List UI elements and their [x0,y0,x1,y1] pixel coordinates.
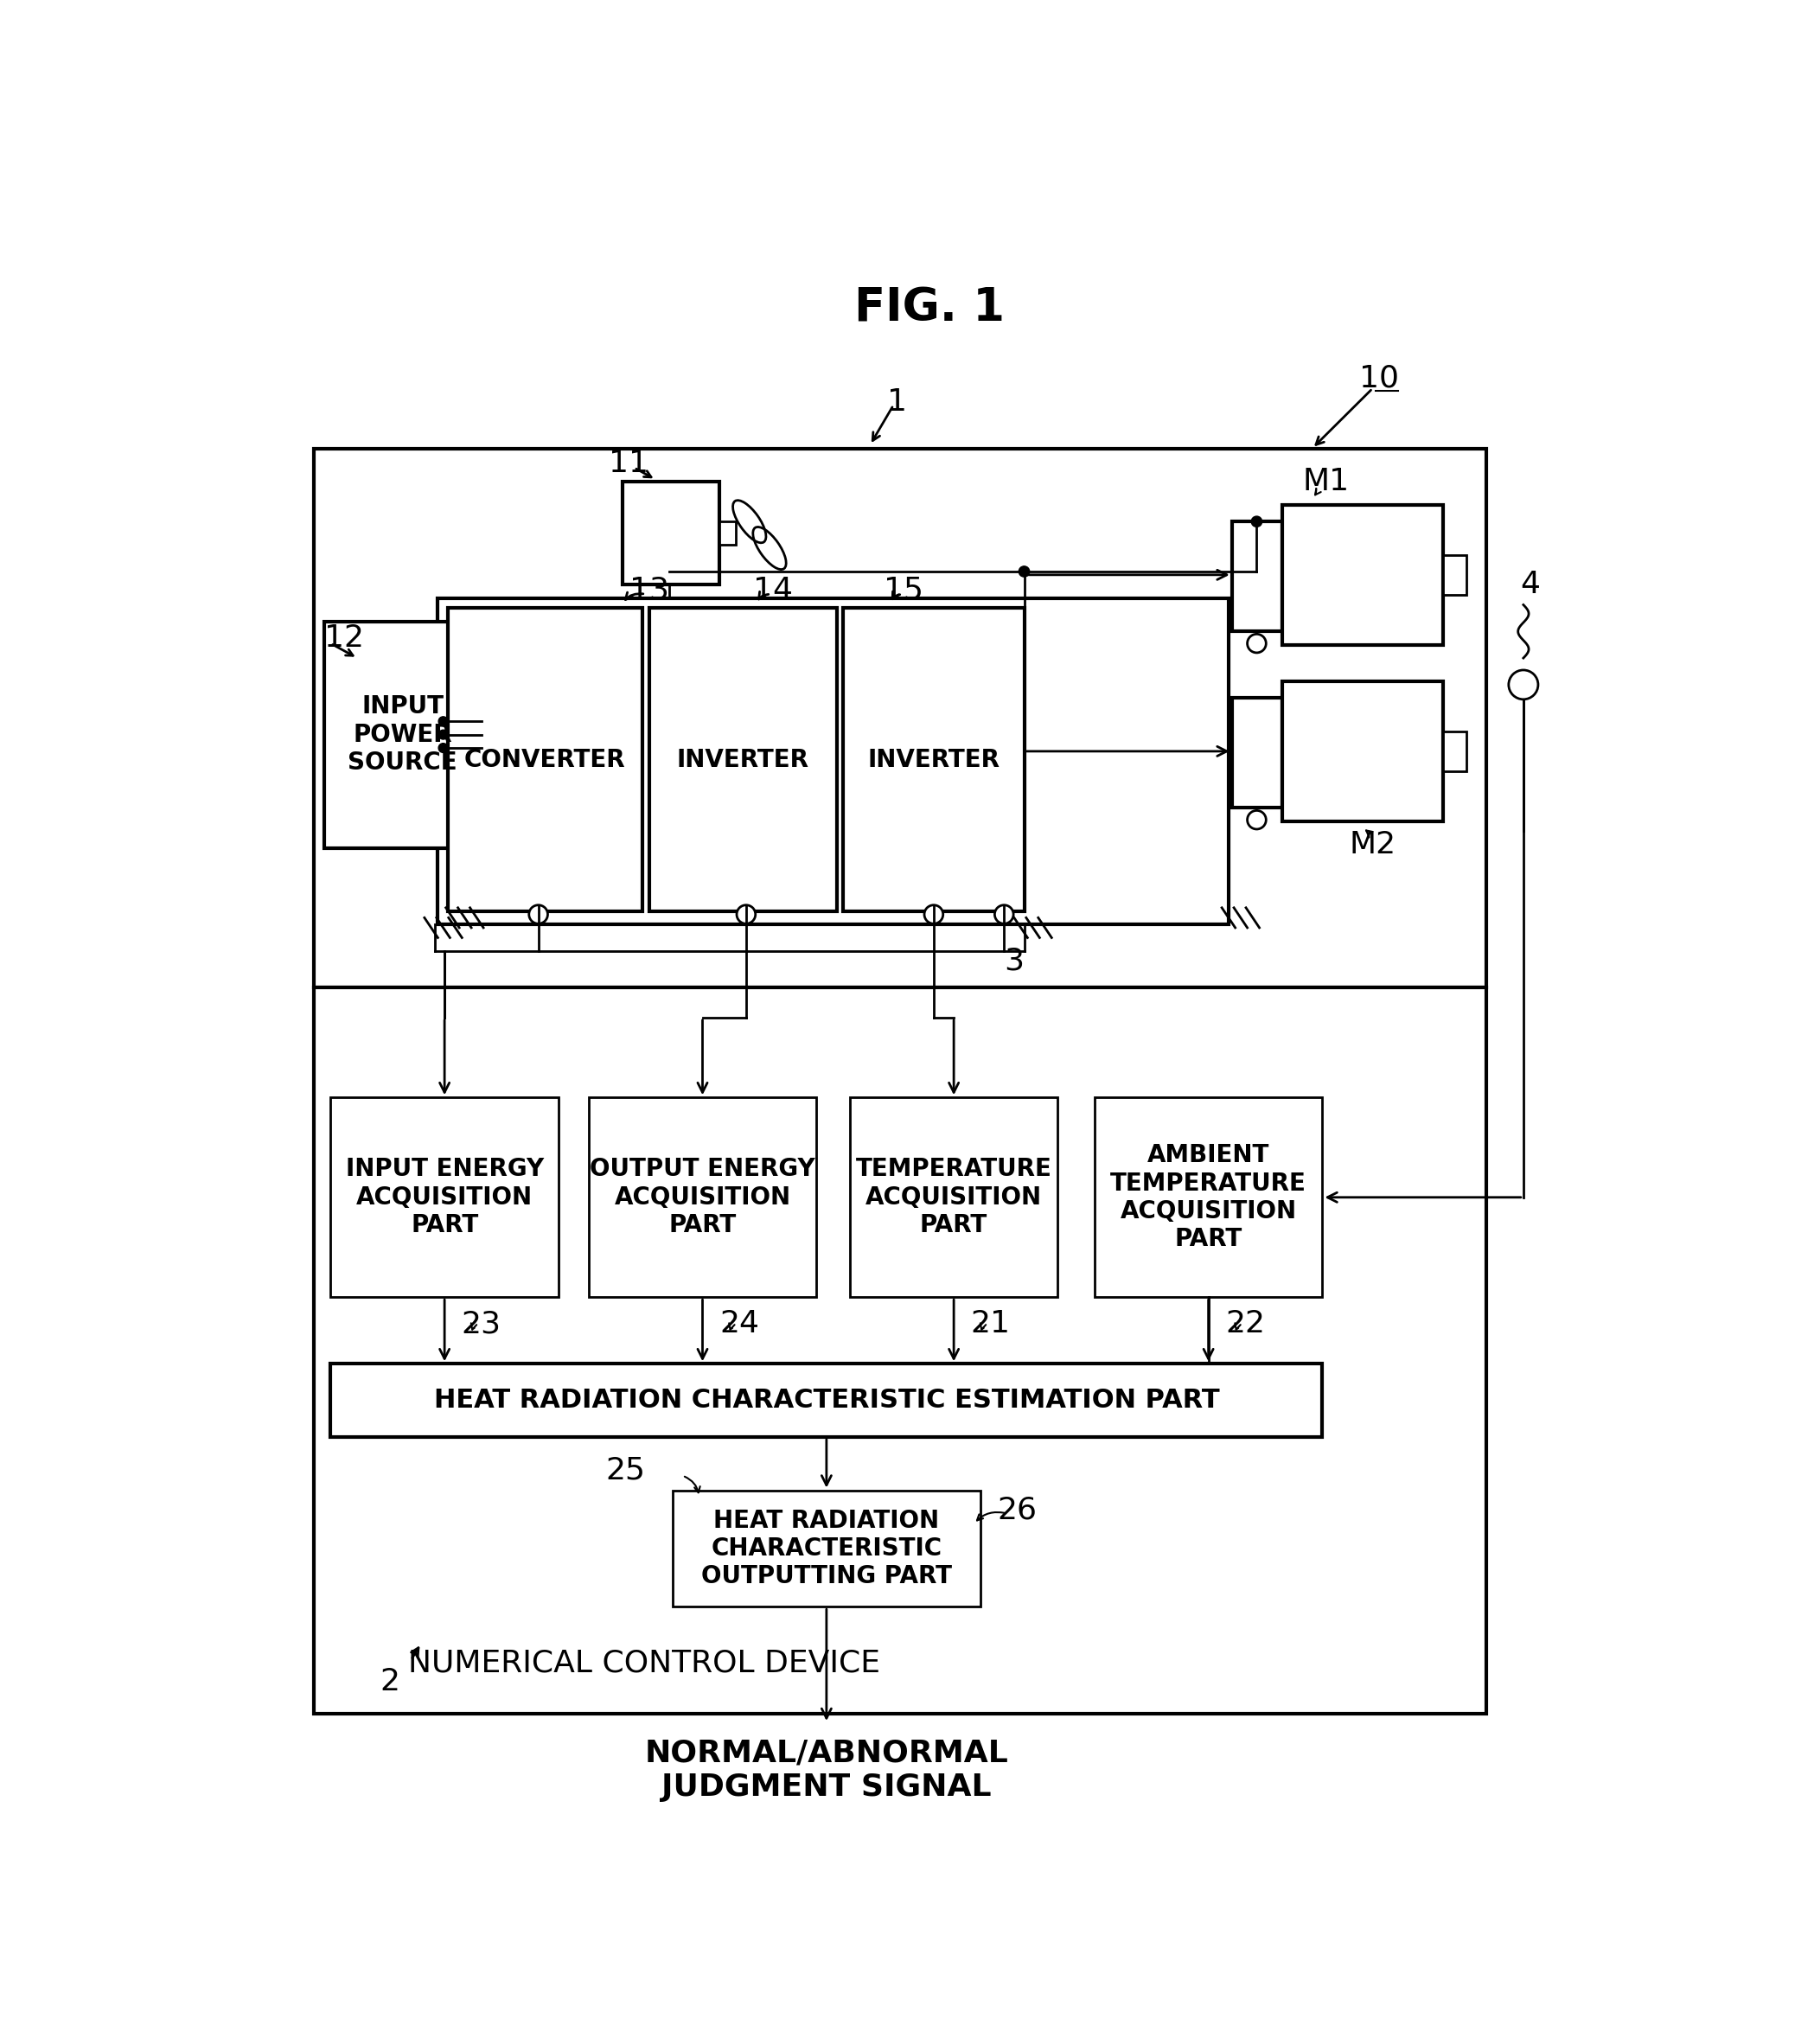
Text: CONVERTER: CONVERTER [464,748,626,773]
Circle shape [1248,811,1266,830]
Bar [325,621,481,848]
Bar [851,1098,1058,1298]
Text: HEAT RADIATION CHARACTERISTIC ESTIMATION PART: HEAT RADIATION CHARACTERISTIC ESTIMATION… [434,1388,1219,1412]
Circle shape [1509,670,1538,699]
Text: NUMERICAL CONTROL DEVICE: NUMERICAL CONTROL DEVICE [408,1650,880,1678]
Bar [720,521,736,546]
Text: 2: 2 [379,1668,399,1697]
Text: 21: 21 [970,1308,1010,1339]
Bar [1282,505,1442,644]
Text: INVERTER: INVERTER [867,748,1000,773]
Text: 1: 1 [887,386,907,417]
Text: INVERTER: INVERTER [677,748,809,773]
Bar [1232,697,1282,807]
Bar [673,1490,981,1607]
Circle shape [439,717,448,726]
Text: 14: 14 [753,576,793,605]
Text: 22: 22 [1226,1308,1264,1339]
Bar [314,448,1486,987]
Text: 12: 12 [325,623,363,652]
Text: AMBIENT
TEMPERATURE
ACQUISITION
PART: AMBIENT TEMPERATURE ACQUISITION PART [1110,1143,1306,1251]
Text: FIG. 1: FIG. 1 [854,286,1005,331]
Circle shape [439,744,448,752]
Bar [1094,1098,1322,1298]
Bar [844,609,1025,912]
Text: HEAT RADIATION
CHARACTERISTIC
OUTPUTTING PART: HEAT RADIATION CHARACTERISTIC OUTPUTTING… [700,1508,952,1588]
Bar [437,599,1228,924]
Text: 3: 3 [1005,946,1025,975]
Bar [330,1363,1322,1437]
Circle shape [530,905,548,924]
Text: OUTPUT ENERGY
ACQUISITION
PART: OUTPUT ENERGY ACQUISITION PART [590,1157,814,1237]
Text: NORMAL/ABNORMAL
JUDGMENT SIGNAL: NORMAL/ABNORMAL JUDGMENT SIGNAL [644,1737,1009,1801]
Bar [1442,732,1466,771]
Circle shape [994,905,1014,924]
Circle shape [925,905,943,924]
Text: TEMPERATURE
ACQUISITION
PART: TEMPERATURE ACQUISITION PART [856,1157,1052,1237]
Text: 11: 11 [610,450,649,478]
Bar [622,482,720,585]
Text: M1: M1 [1302,466,1350,497]
Text: 24: 24 [720,1308,760,1339]
Circle shape [439,730,448,740]
Bar [588,1098,816,1298]
Circle shape [1019,566,1030,576]
Circle shape [1248,634,1266,652]
Bar [314,987,1486,1713]
Bar [649,609,836,912]
Text: 15: 15 [883,576,923,605]
Text: 26: 26 [998,1496,1038,1525]
Bar [1232,521,1282,632]
Bar [1442,554,1466,595]
Text: 4: 4 [1520,570,1540,599]
Text: 13: 13 [629,576,669,605]
Text: 23: 23 [461,1308,501,1339]
Text: 25: 25 [606,1455,646,1486]
Text: INPUT
POWER
SOURCE: INPUT POWER SOURCE [348,695,457,775]
Bar [448,609,642,912]
Text: INPUT ENERGY
ACQUISITION
PART: INPUT ENERGY ACQUISITION PART [345,1157,544,1237]
Text: M2: M2 [1350,830,1397,858]
Circle shape [736,905,755,924]
Text: 10: 10 [1359,364,1399,392]
Bar [330,1098,559,1298]
Bar [1282,681,1442,822]
Circle shape [1252,517,1263,527]
